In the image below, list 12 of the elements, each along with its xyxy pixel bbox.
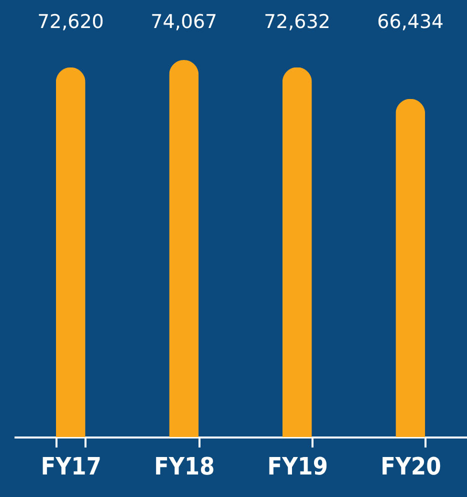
- bar: [169, 60, 199, 437]
- x-tick-label: FY18: [154, 452, 215, 480]
- data-label: 66,434: [377, 11, 444, 33]
- data-label: 74,067: [150, 11, 218, 33]
- data-label: 72,632: [264, 11, 330, 33]
- bar: [56, 67, 86, 437]
- x-tick-label: FY19: [267, 452, 328, 480]
- x-tick-label: FY20: [380, 452, 442, 480]
- bar: [282, 67, 312, 437]
- bar: [396, 98, 426, 437]
- data-label: 72,620: [37, 11, 104, 33]
- x-tick-label: FY17: [40, 452, 102, 480]
